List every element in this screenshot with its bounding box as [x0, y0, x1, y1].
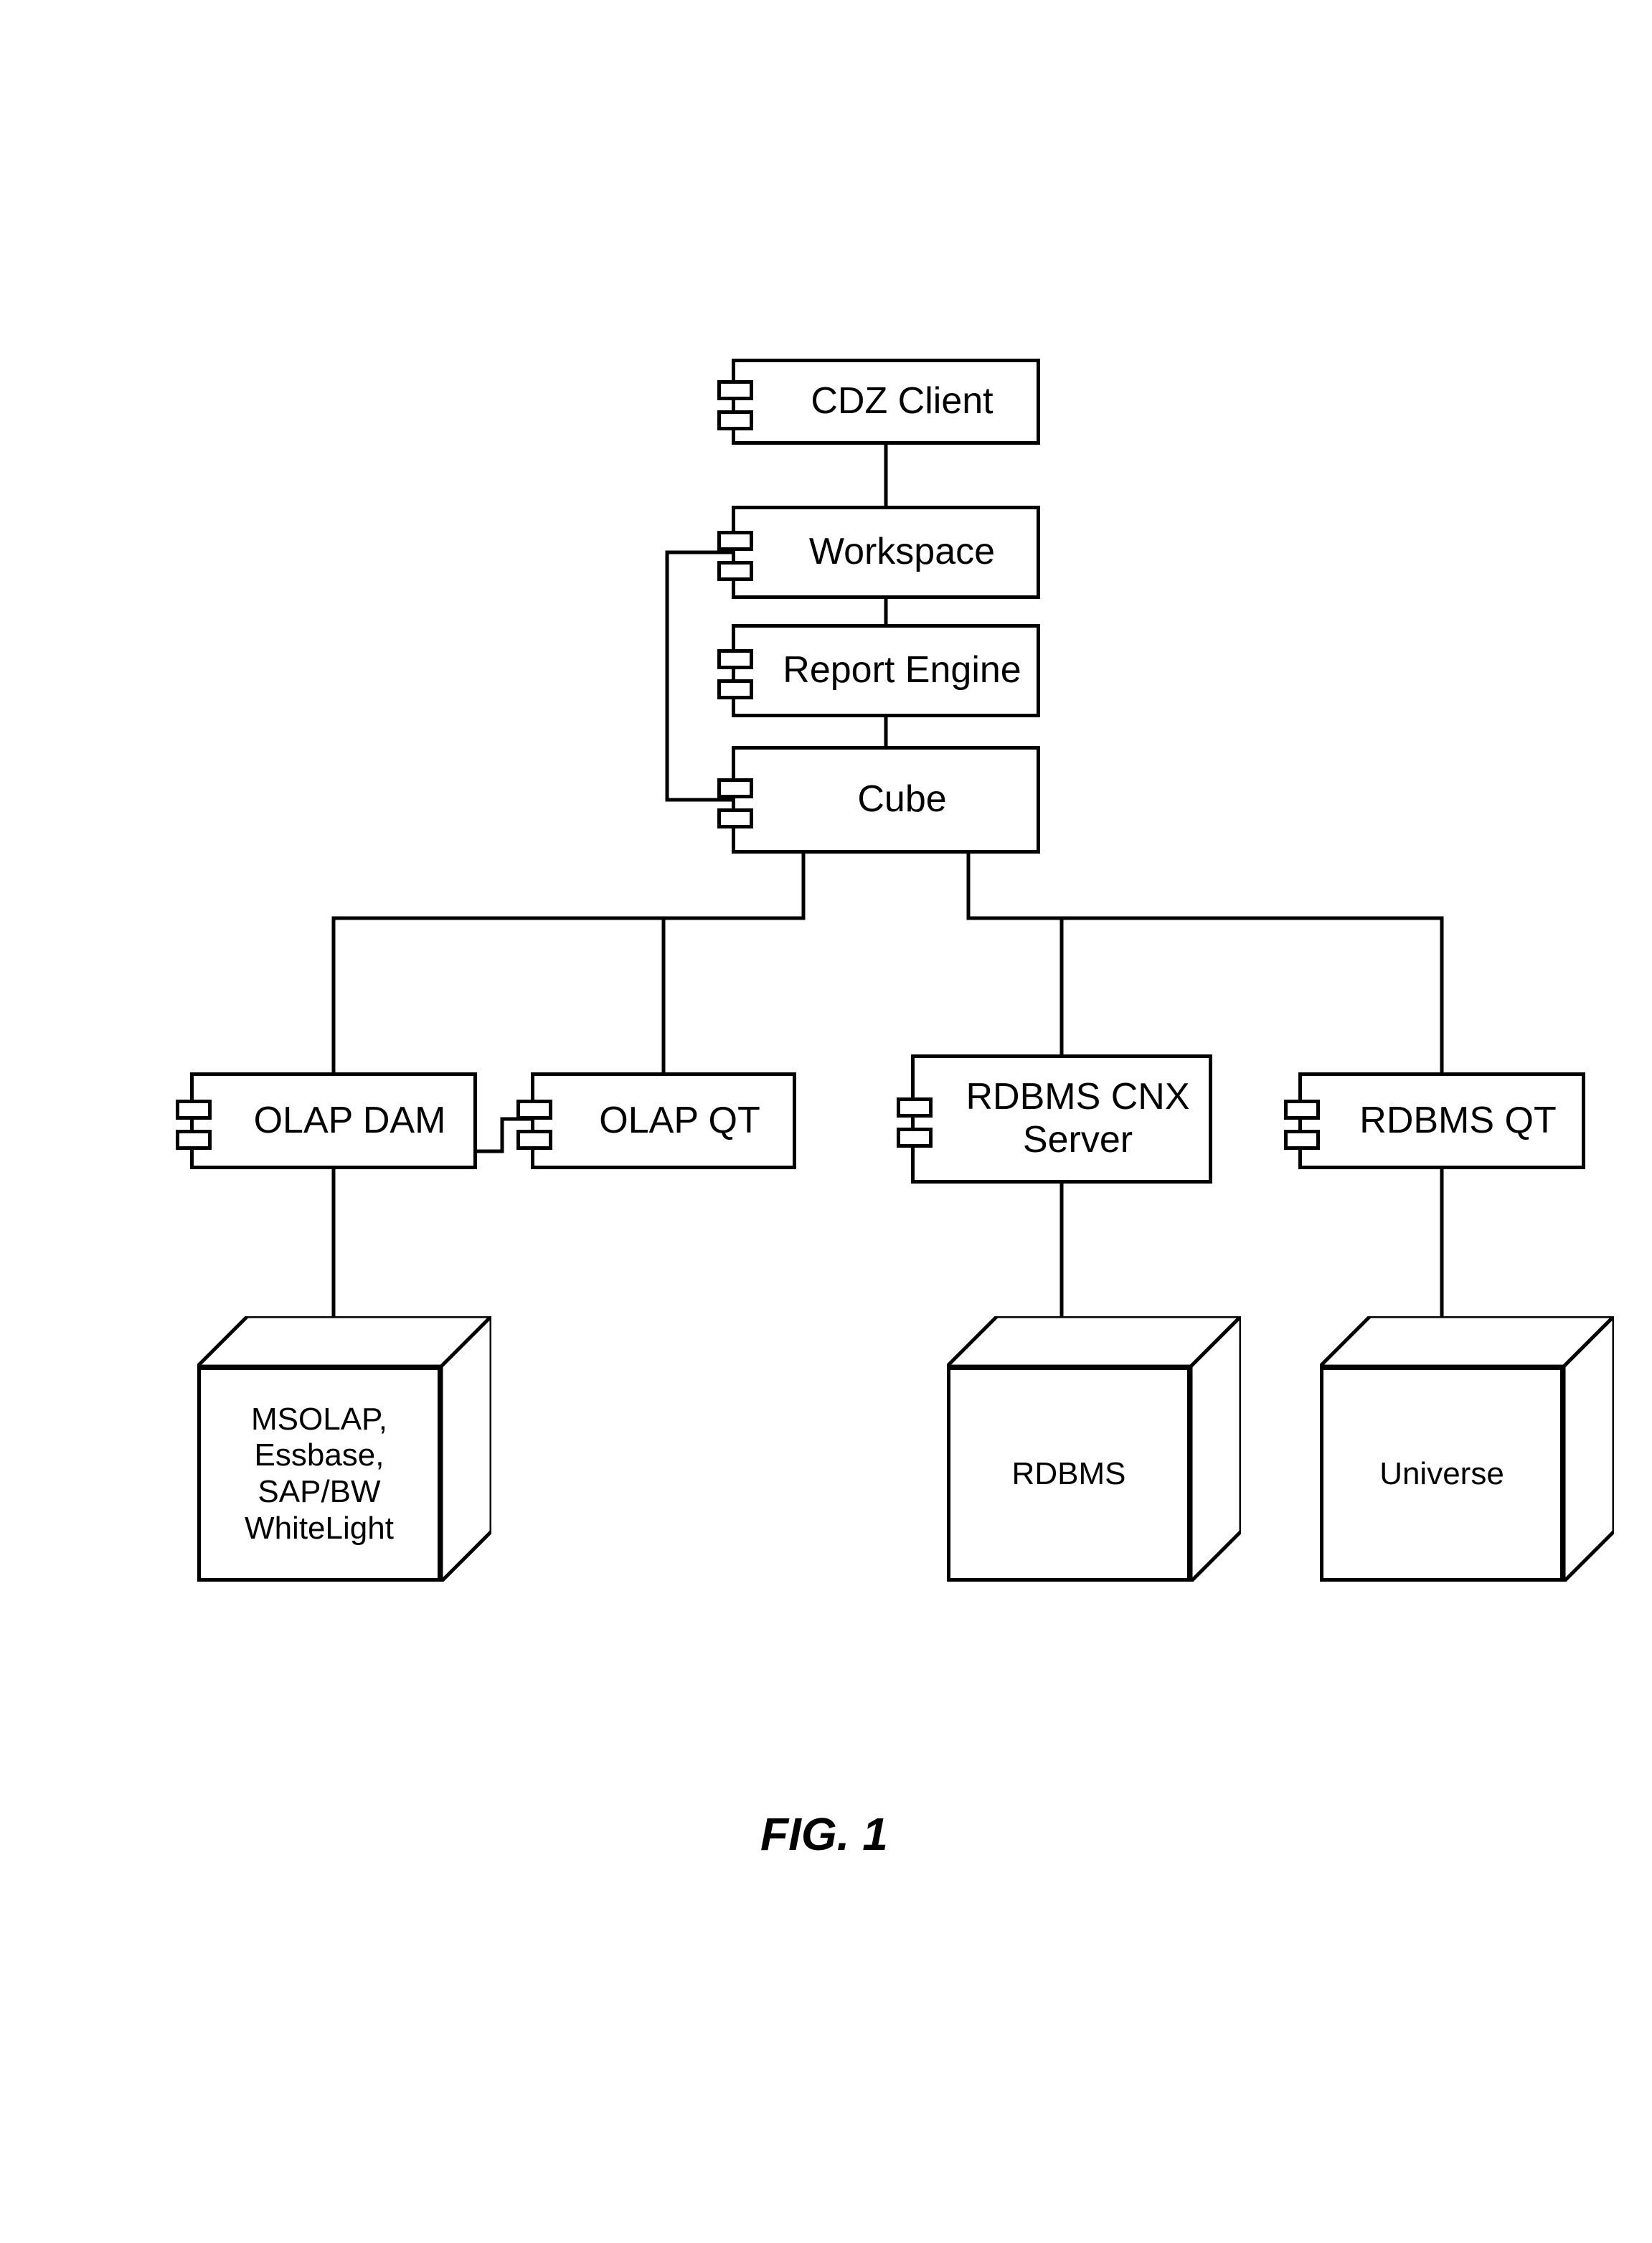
- datastore-label: RDBMS: [1012, 1456, 1126, 1493]
- component-label: RDBMS CNX Server: [926, 1076, 1196, 1162]
- component-workspace: Workspace: [732, 506, 1040, 599]
- component-socket: [516, 1100, 552, 1120]
- component-socket: [1284, 1130, 1320, 1150]
- datastore-label: MSOLAP, Essbase, SAP/BW WhiteLight: [245, 1402, 394, 1547]
- component-label: OLAP QT: [560, 1100, 767, 1143]
- figure-caption: FIG. 1: [760, 1808, 888, 1861]
- component-socket: [717, 679, 753, 699]
- component-socket: [1284, 1100, 1320, 1120]
- component-socket: [897, 1128, 933, 1148]
- datastore-msoLap: MSOLAP, Essbase, SAP/BW WhiteLight: [197, 1366, 491, 1632]
- component-label: Cube: [818, 778, 953, 821]
- component-label: OLAP DAM: [214, 1100, 453, 1143]
- edge: [664, 854, 803, 1072]
- component-socket: [717, 561, 753, 581]
- edge: [968, 854, 1442, 1072]
- datastore-universe: Universe: [1320, 1366, 1614, 1632]
- datastore-label: Universe: [1379, 1456, 1504, 1493]
- component-label: Workspace: [770, 531, 1002, 574]
- component-rdbms_qt: RDBMS QT: [1298, 1072, 1585, 1169]
- component-socket: [516, 1130, 552, 1150]
- component-socket: [176, 1100, 212, 1120]
- component-cdz_client: CDZ Client: [732, 359, 1040, 445]
- component-socket: [717, 808, 753, 828]
- component-socket: [717, 380, 753, 400]
- component-socket: [897, 1097, 933, 1118]
- component-olap_qt: OLAP QT: [531, 1072, 796, 1169]
- component-label: Report Engine: [743, 649, 1028, 692]
- component-socket: [717, 649, 753, 669]
- component-report_engine: Report Engine: [732, 624, 1040, 717]
- component-socket: [717, 531, 753, 551]
- component-socket: [176, 1130, 212, 1150]
- datastore-rdbms_db: RDBMS: [947, 1366, 1241, 1632]
- component-socket: [717, 778, 753, 798]
- edge: [334, 854, 803, 1072]
- component-label: RDBMS QT: [1320, 1100, 1563, 1143]
- edge: [667, 552, 732, 800]
- component-socket: [717, 410, 753, 430]
- component-label: CDZ Client: [771, 380, 1000, 423]
- component-rdbms_cnx: RDBMS CNX Server: [911, 1054, 1212, 1184]
- component-olap_dam: OLAP DAM: [190, 1072, 477, 1169]
- component-cube: Cube: [732, 746, 1040, 854]
- edge: [968, 854, 1062, 1054]
